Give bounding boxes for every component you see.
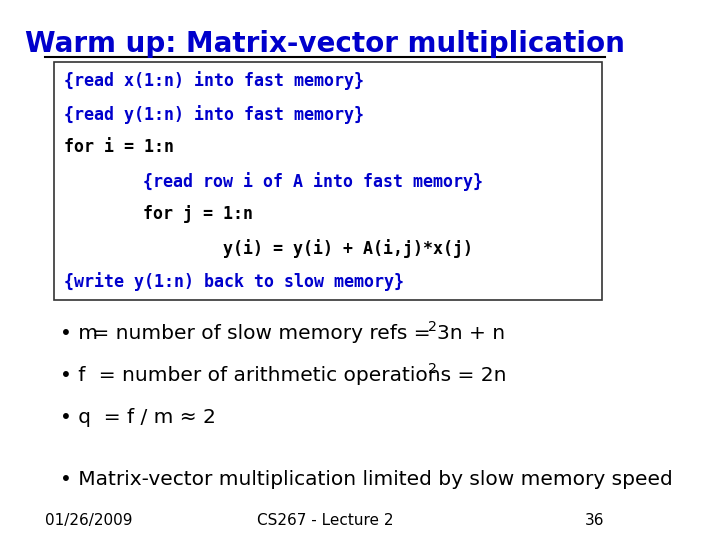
Text: = number of arithmetic operations = 2n: = number of arithmetic operations = 2n: [86, 366, 506, 385]
Text: for i = 1:n: for i = 1:n: [63, 138, 174, 156]
Text: {write y(1:n) back to slow memory}: {write y(1:n) back to slow memory}: [63, 272, 403, 291]
Text: Warm up: Matrix-vector multiplication: Warm up: Matrix-vector multiplication: [25, 30, 625, 58]
FancyBboxPatch shape: [55, 62, 602, 300]
Text: = number of slow memory refs = 3n + n: = number of slow memory refs = 3n + n: [86, 324, 505, 343]
Text: for j = 1:n: for j = 1:n: [103, 205, 253, 223]
Text: {read y(1:n) into fast memory}: {read y(1:n) into fast memory}: [63, 105, 364, 124]
Text: • m: • m: [60, 324, 99, 343]
Text: • f: • f: [60, 366, 86, 385]
Text: 01/26/2009: 01/26/2009: [45, 513, 132, 528]
Text: 2: 2: [428, 320, 437, 334]
Text: {read x(1:n) into fast memory}: {read x(1:n) into fast memory}: [63, 71, 364, 90]
Text: • Matrix-vector multiplication limited by slow memory speed: • Matrix-vector multiplication limited b…: [60, 470, 673, 489]
Text: CS267 - Lecture 2: CS267 - Lecture 2: [257, 513, 393, 528]
Text: 2: 2: [428, 362, 437, 376]
Text: {read row i of A into fast memory}: {read row i of A into fast memory}: [103, 172, 483, 191]
Text: 36: 36: [585, 513, 605, 528]
Text: • q  = f / m ≈ 2: • q = f / m ≈ 2: [60, 408, 216, 427]
Text: y(i) = y(i) + A(i,j)*x(j): y(i) = y(i) + A(i,j)*x(j): [143, 239, 472, 258]
